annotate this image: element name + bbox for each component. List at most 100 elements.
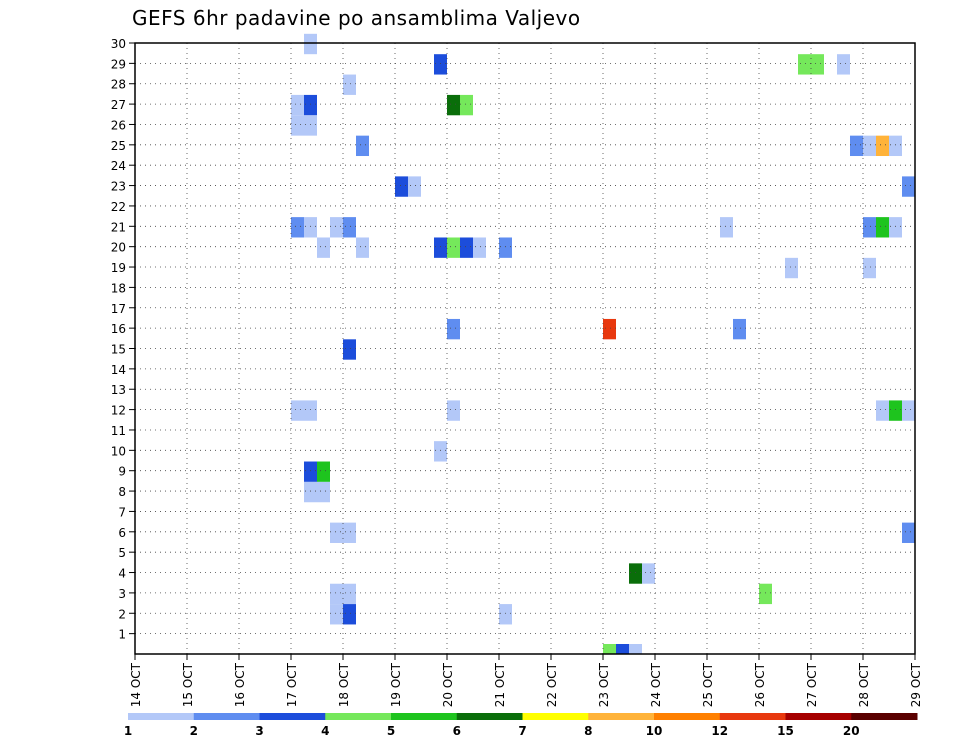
y-tick-label: 27 bbox=[111, 98, 126, 112]
heatmap-cell bbox=[876, 400, 889, 421]
colorbar-swatch bbox=[654, 713, 721, 720]
colorbar-swatch bbox=[456, 713, 523, 720]
y-tick-label: 2 bbox=[118, 607, 126, 621]
colorbar-label: 3 bbox=[255, 724, 263, 738]
heatmap-cell bbox=[356, 237, 369, 258]
heatmap-cell bbox=[330, 583, 343, 605]
colorbar-label: 12 bbox=[711, 724, 728, 738]
x-tick-label: 23 OCT bbox=[597, 662, 611, 707]
heatmap-cell bbox=[720, 217, 733, 238]
colorbar-label: 6 bbox=[453, 724, 461, 738]
y-tick-label: 5 bbox=[118, 546, 126, 560]
heatmap-cell bbox=[330, 604, 343, 625]
y-tick-label: 9 bbox=[118, 465, 126, 479]
heatmap-cell bbox=[317, 237, 330, 258]
x-axis-labels: 14 OCT 15 OCT 16 OCT 17 OCT 18 OCT 19 OCT 20 O… bbox=[129, 662, 923, 707]
heatmap-cell bbox=[603, 644, 616, 654]
heatmap-cell bbox=[291, 94, 304, 116]
colorbar-swatch bbox=[259, 713, 326, 720]
x-tick-label: 15 OCT bbox=[181, 662, 195, 707]
y-tick-label: 8 bbox=[118, 485, 126, 499]
heatmap-cell bbox=[629, 563, 642, 584]
colorbar-swatch bbox=[391, 713, 458, 720]
x-tick-label: 20 OCT bbox=[441, 662, 455, 707]
heatmap-cell bbox=[304, 461, 317, 482]
heatmap-cell bbox=[447, 94, 460, 116]
heatmap-cell bbox=[330, 217, 343, 238]
y-tick-label: 4 bbox=[118, 567, 126, 581]
plot-frame bbox=[134, 42, 916, 655]
heatmap-cell bbox=[863, 257, 876, 279]
y-tick-label: 10 bbox=[111, 444, 126, 458]
heatmap-cell bbox=[902, 400, 915, 421]
heatmap-cell bbox=[304, 481, 317, 503]
heatmap-cell bbox=[291, 400, 304, 421]
colorbar-label: 7 bbox=[518, 724, 526, 738]
heatmap-cell bbox=[343, 604, 356, 625]
y-tick-label: 21 bbox=[111, 220, 126, 234]
heatmap-cell bbox=[616, 644, 629, 654]
y-tick-label: 6 bbox=[118, 526, 126, 540]
y-tick-label: 16 bbox=[111, 322, 126, 336]
heatmap-cell bbox=[343, 583, 356, 605]
x-tick-label: 19 OCT bbox=[389, 662, 403, 707]
y-tick-label: 7 bbox=[118, 505, 126, 519]
heatmap-cell bbox=[291, 217, 304, 238]
heatmap-cell bbox=[798, 54, 811, 75]
colorbar-label: 5 bbox=[387, 724, 395, 738]
y-tick-label: 13 bbox=[111, 383, 126, 397]
heatmap-cell bbox=[642, 563, 655, 584]
heatmap-cell bbox=[837, 54, 850, 75]
heatmap-cell bbox=[889, 400, 902, 421]
heatmap-cell bbox=[434, 441, 447, 462]
y-tick-label: 25 bbox=[111, 139, 126, 153]
colorbar-swatch bbox=[128, 713, 195, 720]
x-tick-label: 14 OCT bbox=[129, 662, 143, 707]
y-tick-label: 1 bbox=[118, 628, 126, 642]
x-tick-label: 26 OCT bbox=[753, 662, 767, 707]
heatmap-cell bbox=[629, 644, 642, 654]
x-tick-label: 29 OCT bbox=[909, 662, 923, 707]
heatmap-cell bbox=[317, 461, 330, 482]
colorbar-label: 8 bbox=[584, 724, 592, 738]
heatmap-cell bbox=[460, 94, 473, 116]
colorbar: 1 2 3 4 5 6 7 8 10 12 15 20 bbox=[124, 713, 918, 738]
heatmap-cell bbox=[317, 481, 330, 503]
y-tick-label: 15 bbox=[111, 343, 126, 357]
colorbar-swatch bbox=[785, 713, 852, 720]
heatmap-cell bbox=[876, 135, 889, 157]
heatmap-cell bbox=[291, 115, 304, 136]
heatmap-cell bbox=[850, 135, 863, 157]
y-tick-label: 11 bbox=[111, 424, 126, 438]
colorbar-label: 15 bbox=[777, 724, 794, 738]
heatmap-cell bbox=[434, 237, 447, 258]
heatmap-cell bbox=[343, 74, 356, 95]
chart-title: GEFS 6hr padavine po ansamblima Valjevo bbox=[132, 6, 581, 30]
heatmap-cell bbox=[356, 135, 369, 157]
y-tick-label: 12 bbox=[111, 404, 126, 418]
heatmap-cell bbox=[304, 33, 317, 55]
y-tick-label: 18 bbox=[111, 281, 126, 295]
heatmap-cells bbox=[291, 33, 915, 654]
heatmap-cell bbox=[343, 522, 356, 543]
x-tick-label: 28 OCT bbox=[857, 662, 871, 707]
heatmap-cell bbox=[902, 176, 915, 197]
heatmap-cell bbox=[811, 54, 824, 75]
x-tick-label: 18 OCT bbox=[337, 662, 351, 707]
colorbar-swatch bbox=[325, 713, 392, 720]
heatmap-cell bbox=[330, 522, 343, 543]
colorbar-swatch bbox=[193, 713, 260, 720]
heatmap-cell bbox=[473, 237, 486, 258]
y-tick-label: 17 bbox=[111, 302, 126, 316]
heatmap-cell bbox=[395, 176, 408, 197]
x-tick-label: 22 OCT bbox=[545, 662, 559, 707]
heatmap-cell bbox=[499, 604, 512, 625]
colorbar-label: 2 bbox=[190, 724, 198, 738]
colorbar-label: 4 bbox=[321, 724, 329, 738]
y-tick-label: 20 bbox=[111, 241, 126, 255]
heatmap-cell bbox=[876, 217, 889, 238]
x-tick-label: 16 OCT bbox=[233, 662, 247, 707]
y-tick-label: 22 bbox=[111, 200, 126, 214]
heatmap-cell bbox=[460, 237, 473, 258]
